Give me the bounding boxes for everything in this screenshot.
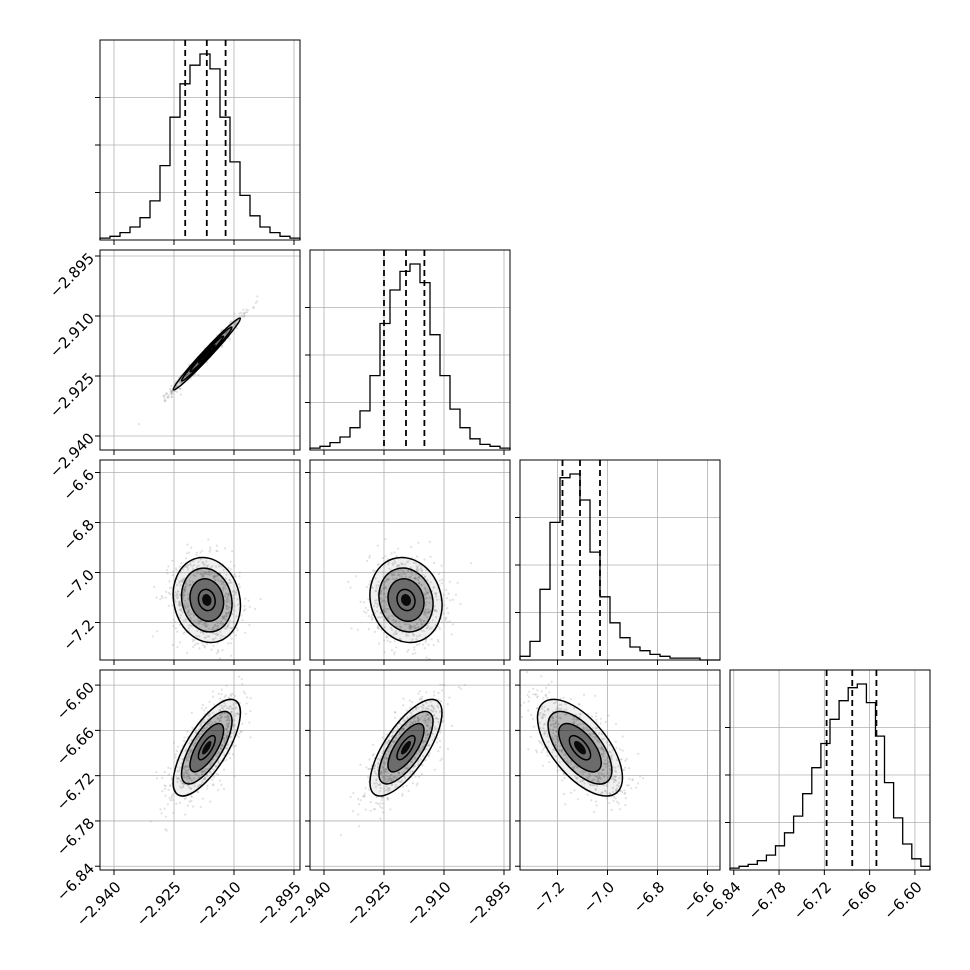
contour-line xyxy=(387,722,425,773)
y-tick-label: −2.910 xyxy=(46,309,98,361)
contour-line xyxy=(547,710,613,785)
y-tick-label: −2.925 xyxy=(46,369,98,421)
panel-frame xyxy=(519,459,721,661)
contour-line xyxy=(369,556,443,644)
density-peak xyxy=(202,594,212,606)
histogram-panel-2 xyxy=(515,459,721,665)
density-peak xyxy=(202,348,212,360)
panel-frame xyxy=(309,459,511,661)
histogram-step xyxy=(519,473,720,661)
contour-line xyxy=(189,577,225,623)
panel-frame xyxy=(99,249,301,451)
contour-line xyxy=(180,710,233,785)
histogram-panel-3 xyxy=(725,669,931,875)
contour-line xyxy=(189,335,225,373)
density-peak xyxy=(400,740,412,755)
contour-line xyxy=(172,698,242,797)
contour-line xyxy=(180,326,233,382)
panel-frame xyxy=(99,459,301,661)
density-panel-0-3 xyxy=(95,669,301,875)
contour-line xyxy=(180,567,233,633)
x-tick-label: −2.895 xyxy=(463,878,515,930)
x-tick-label: −2.925 xyxy=(133,878,185,930)
density-panel-0-2 xyxy=(95,459,301,665)
y-tick-label: −6.60 xyxy=(53,678,98,723)
x-tick-label: −6.72 xyxy=(790,878,835,923)
panel-frame xyxy=(99,39,301,241)
density-panel-1-3 xyxy=(305,669,511,875)
y-tick-label: −6.66 xyxy=(53,724,98,769)
y-tick-label: −7.0 xyxy=(60,566,98,604)
panel-frame xyxy=(309,249,511,451)
contour-line xyxy=(387,577,425,623)
contour-line xyxy=(378,567,434,633)
x-tick-label: −6.78 xyxy=(745,878,790,923)
panel-frame xyxy=(729,669,931,871)
density-panel-1-2 xyxy=(305,459,511,665)
contour-line xyxy=(172,556,242,644)
contour-line xyxy=(172,317,242,391)
contour-line xyxy=(369,698,443,797)
x-tick-label: −2.910 xyxy=(403,878,455,930)
contour-line xyxy=(568,734,592,761)
contour-line xyxy=(396,734,416,761)
y-tick-label: −2.895 xyxy=(46,249,98,301)
histogram-step xyxy=(99,53,301,240)
density-panel-0-1 xyxy=(95,249,301,455)
density-panel-2-3 xyxy=(515,669,721,875)
panel-frame xyxy=(519,669,721,871)
histogram-panel-1 xyxy=(305,249,511,455)
density-peak xyxy=(574,740,586,755)
scatter-points xyxy=(347,538,473,660)
panel-frame xyxy=(309,669,511,871)
histogram-step xyxy=(729,683,931,870)
x-tick-label: −2.925 xyxy=(343,878,395,930)
y-tick-label: −6.8 xyxy=(60,516,98,554)
density-peak xyxy=(400,594,412,606)
contour-line xyxy=(197,344,216,364)
x-tick-label: −2.910 xyxy=(193,878,245,930)
contour-line xyxy=(378,710,434,785)
x-tick-label: −7.0 xyxy=(580,878,618,916)
contour-line xyxy=(536,698,624,797)
contour-line xyxy=(197,734,216,761)
y-tick-label: −6.72 xyxy=(53,769,98,814)
histogram-panel-0 xyxy=(95,39,301,245)
contour-line xyxy=(189,722,225,773)
x-tick-label: −6.60 xyxy=(880,878,925,923)
density-peak xyxy=(202,740,212,755)
y-tick-label: −7.2 xyxy=(60,616,98,654)
contour-line xyxy=(197,588,216,612)
contour-line xyxy=(396,588,416,612)
contour-line xyxy=(557,722,602,773)
x-tick-label: −6.8 xyxy=(630,878,668,916)
panel-frame xyxy=(99,669,301,871)
histogram-step xyxy=(309,263,511,450)
y-tick-label: −6.78 xyxy=(53,814,98,859)
x-tick-label: −7.2 xyxy=(530,878,568,916)
x-tick-label: −6.66 xyxy=(835,878,880,923)
